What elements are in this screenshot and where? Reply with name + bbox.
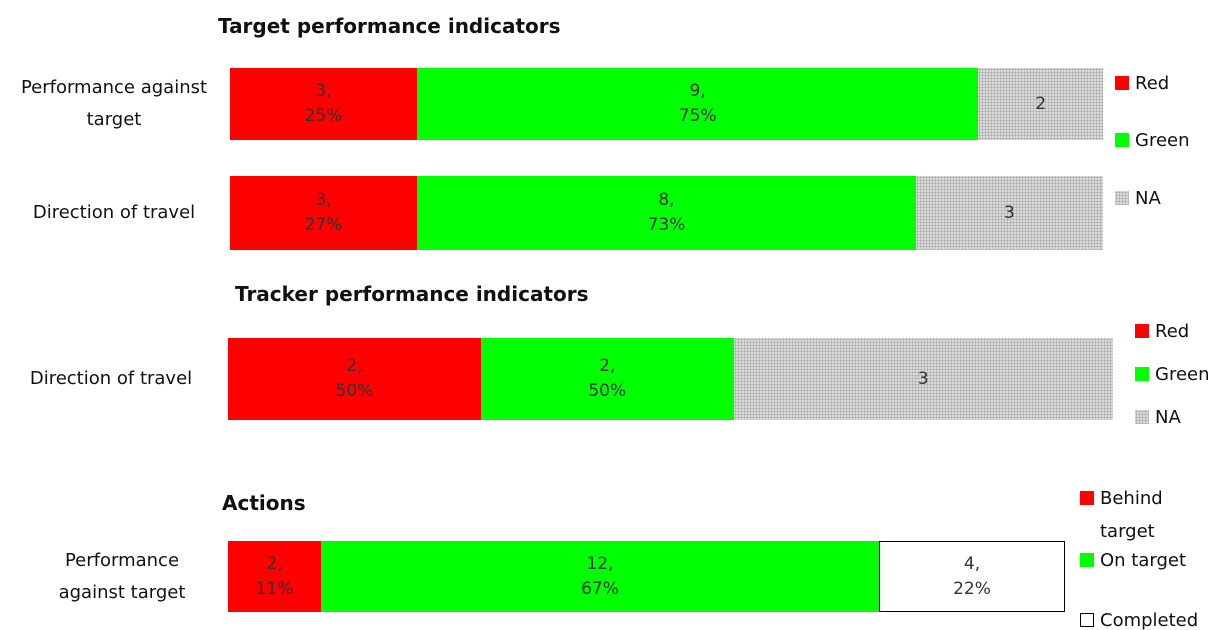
legend-swatch [1080, 553, 1094, 567]
value-label-line: 3 [917, 368, 929, 389]
bar-segment [480, 338, 734, 420]
value-label-line: 25% [304, 106, 343, 126]
legend-swatch [1080, 613, 1094, 627]
category-label: Performance against target [20, 77, 208, 130]
bar-segment [230, 68, 418, 140]
value-label: 8, 73% [417, 176, 916, 250]
legend-label: On target [1100, 550, 1187, 571]
value-label: 2, 11% [228, 541, 321, 612]
value-label: 2 [978, 68, 1103, 140]
bar-segment [733, 338, 1113, 420]
legend-label: NA [1155, 407, 1181, 428]
value-label-line: 50% [335, 381, 374, 401]
value-label-line: 2, [266, 553, 283, 574]
value-label-line: 2, [599, 356, 616, 376]
legend-label: Green [1135, 130, 1190, 151]
value-label-line: 2 [1035, 93, 1047, 114]
value-label: 3 [916, 176, 1103, 250]
legend-swatch [1080, 491, 1094, 505]
bar-segment [978, 68, 1103, 140]
value-label: 12, 67% [321, 541, 879, 612]
value-label-line: 2, [346, 356, 363, 376]
value-label-line: 27% [304, 215, 343, 235]
legend-swatch [1115, 191, 1129, 205]
value-label: 9, 75% [417, 68, 978, 140]
legend-label: Green [1155, 364, 1210, 385]
value-label: 3 [734, 338, 1113, 420]
value-label-line: 22% [953, 578, 991, 599]
legend-swatch [1115, 76, 1129, 90]
legend-swatch [1135, 410, 1149, 424]
bar-segment [228, 338, 481, 420]
legend-label: Completed [1100, 610, 1199, 630]
legend-label: Red [1135, 73, 1170, 94]
value-label: 3, 27% [230, 176, 417, 250]
value-label-line: 3 [1004, 202, 1015, 223]
value-label: 2, 50% [481, 338, 734, 420]
value-label-line: 11% [255, 578, 294, 599]
legend-swatch [1135, 324, 1149, 338]
chart-title: Target performance indicators [218, 14, 561, 38]
legend-label: Behind target [1100, 488, 1163, 542]
value-label: 4, 22% [879, 541, 1065, 612]
value-label-line: 73% [647, 215, 686, 235]
value-label-line: 67% [581, 578, 619, 599]
value-label-line: 9, [689, 81, 706, 101]
chart-title: Actions [222, 491, 306, 515]
category-label: Performance against target [58, 549, 186, 603]
category-label: Direction of travel [29, 368, 193, 389]
legend-label: Red [1155, 321, 1190, 342]
value-label-line: 12, [586, 553, 614, 574]
bar-segment [321, 541, 879, 612]
bar-segment [879, 541, 1065, 612]
bar-segment [417, 68, 979, 140]
bar-segment [228, 541, 321, 612]
value-label-line: 50% [588, 381, 627, 401]
legend-label: NA [1135, 188, 1161, 209]
legend-swatch [1115, 133, 1129, 147]
value-label: 3, 25% [230, 68, 417, 140]
chart-title: Tracker performance indicators [235, 282, 589, 306]
bar-segment [230, 176, 418, 250]
value-label-line: 4, [963, 553, 981, 574]
value-label: 2, 50% [228, 338, 481, 420]
value-label-line: 3, [315, 81, 332, 101]
legend-swatch [1135, 367, 1149, 381]
value-label-line: 8, [658, 190, 675, 210]
value-label-line: 3, [315, 190, 332, 210]
bar-segment [915, 176, 1103, 250]
value-label-line: 75% [678, 106, 717, 126]
bar-segment [417, 176, 916, 250]
category-label: Direction of travel [32, 202, 196, 223]
